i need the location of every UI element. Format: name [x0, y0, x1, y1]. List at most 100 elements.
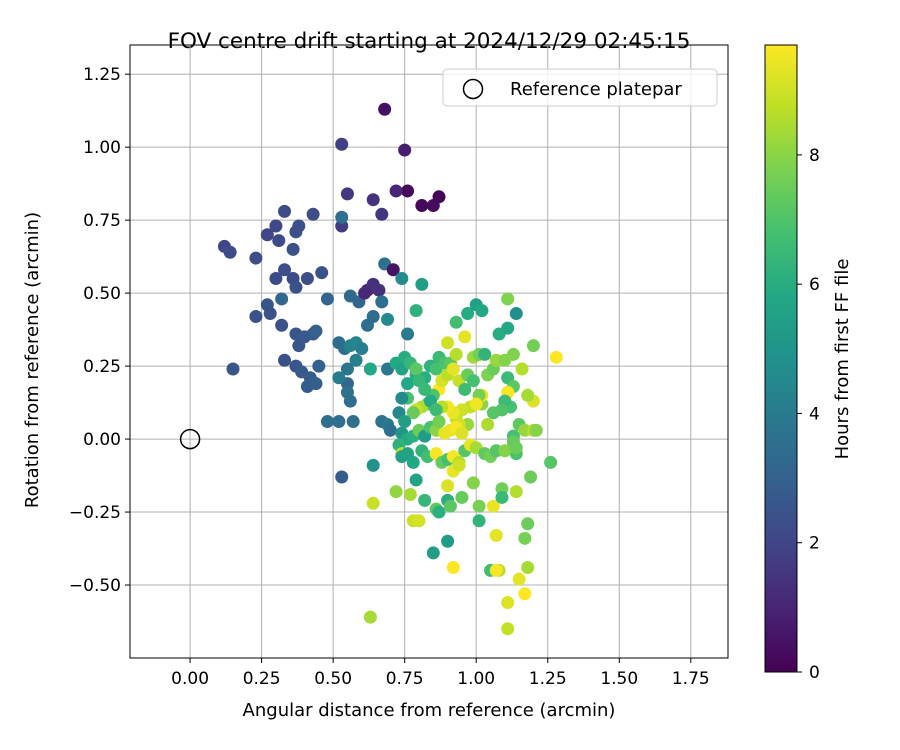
data-point	[378, 102, 392, 116]
colorbar-ticks: 0 2 4 6 8	[797, 146, 820, 683]
data-point	[278, 204, 292, 218]
data-point	[355, 342, 369, 356]
y-tick-label: 0.25	[83, 357, 121, 377]
data-point	[498, 444, 512, 458]
data-point	[401, 184, 415, 198]
data-point	[466, 476, 480, 490]
data-point	[335, 137, 349, 151]
data-point	[501, 321, 515, 335]
data-point	[469, 397, 483, 411]
data-point	[466, 374, 480, 388]
data-point	[455, 490, 469, 504]
x-axis-ticks: 0.00 0.25 0.50 0.75 1.00 1.25 1.50 1.75	[171, 658, 710, 689]
colorbar-gradient	[764, 44, 798, 673]
data-point	[366, 496, 380, 510]
data-point	[498, 353, 512, 367]
data-point	[441, 534, 455, 548]
chart-title: FOV centre drift starting at 2024/12/29 …	[168, 29, 691, 54]
data-point	[335, 210, 349, 224]
data-point	[501, 292, 515, 306]
data-point	[289, 225, 303, 239]
data-point	[518, 531, 532, 545]
data-point	[512, 572, 526, 586]
x-axis-label: Angular distance from reference (arcmin)	[243, 700, 616, 721]
data-point	[269, 272, 283, 286]
reference-platepar-marker	[179, 428, 201, 450]
data-point	[398, 415, 412, 429]
data-point	[501, 622, 515, 636]
data-point	[401, 327, 415, 341]
data-point	[472, 499, 486, 513]
data-point	[441, 336, 455, 350]
data-point	[501, 596, 515, 610]
data-point	[489, 528, 503, 542]
data-point	[309, 324, 323, 338]
data-point	[375, 207, 389, 221]
y-tick-label: 0.50	[83, 284, 121, 304]
data-point	[358, 286, 372, 300]
data-point	[249, 251, 263, 265]
data-point	[363, 610, 377, 624]
data-point	[509, 441, 523, 455]
data-point	[441, 479, 455, 493]
data-point	[320, 415, 334, 429]
data-point	[409, 362, 423, 376]
data-point	[458, 382, 472, 396]
y-axis-label: Rotation from reference (arcmin)	[22, 212, 43, 508]
data-point	[475, 304, 489, 318]
data-point	[432, 415, 446, 429]
colorbar-label: Hours from first FF file	[832, 259, 853, 460]
data-point	[518, 587, 532, 601]
data-point	[412, 514, 426, 528]
grid	[130, 45, 728, 658]
x-tick-label: 1.00	[457, 669, 495, 689]
x-tick-label: 1.25	[529, 669, 567, 689]
data-point	[309, 377, 323, 391]
x-tick-label: 1.75	[672, 669, 710, 689]
colorbar-tick-label: 4	[809, 404, 820, 424]
data-point	[249, 309, 263, 323]
data-point	[383, 423, 397, 437]
data-point	[406, 455, 420, 469]
legend-reference-marker	[462, 78, 484, 100]
data-point	[418, 382, 432, 396]
data-point	[366, 309, 380, 323]
data-point	[398, 143, 412, 157]
data-point	[315, 266, 329, 280]
data-point	[521, 561, 535, 575]
data-point	[481, 417, 495, 431]
data-point	[395, 272, 409, 286]
x-tick-label: 0.25	[243, 669, 281, 689]
data-point	[275, 318, 289, 332]
data-point	[332, 415, 346, 429]
data-point	[386, 263, 400, 277]
data-point	[346, 415, 360, 429]
data-point	[363, 362, 377, 376]
data-point	[335, 470, 349, 484]
data-point	[332, 371, 346, 385]
legend-label: Reference platepar	[510, 79, 682, 100]
data-point	[455, 426, 469, 440]
data-point	[389, 184, 403, 198]
y-tick-label: 1.25	[83, 65, 121, 85]
colorbar: 0 2 4 6 8 Hours from first FF file	[764, 44, 853, 683]
data-point	[389, 485, 403, 499]
data-point	[343, 394, 357, 408]
data-point	[452, 458, 466, 472]
x-tick-label: 0.50	[314, 669, 352, 689]
data-point	[443, 499, 457, 513]
data-point	[306, 207, 320, 221]
data-point	[263, 307, 277, 321]
data-point	[409, 473, 423, 487]
colorbar-tick-label: 0	[809, 663, 820, 683]
legend-box	[442, 68, 718, 107]
data-point	[449, 315, 463, 329]
legend: Reference platepar	[442, 68, 718, 107]
data-point	[395, 391, 409, 405]
data-point	[292, 339, 306, 353]
data-point	[269, 219, 283, 233]
y-axis-ticks: −0.50 −0.25 0.00 0.25 0.50 0.75 1.00 1.25	[69, 65, 130, 596]
data-point	[449, 347, 463, 361]
data-point	[521, 517, 535, 531]
data-point	[515, 362, 529, 376]
